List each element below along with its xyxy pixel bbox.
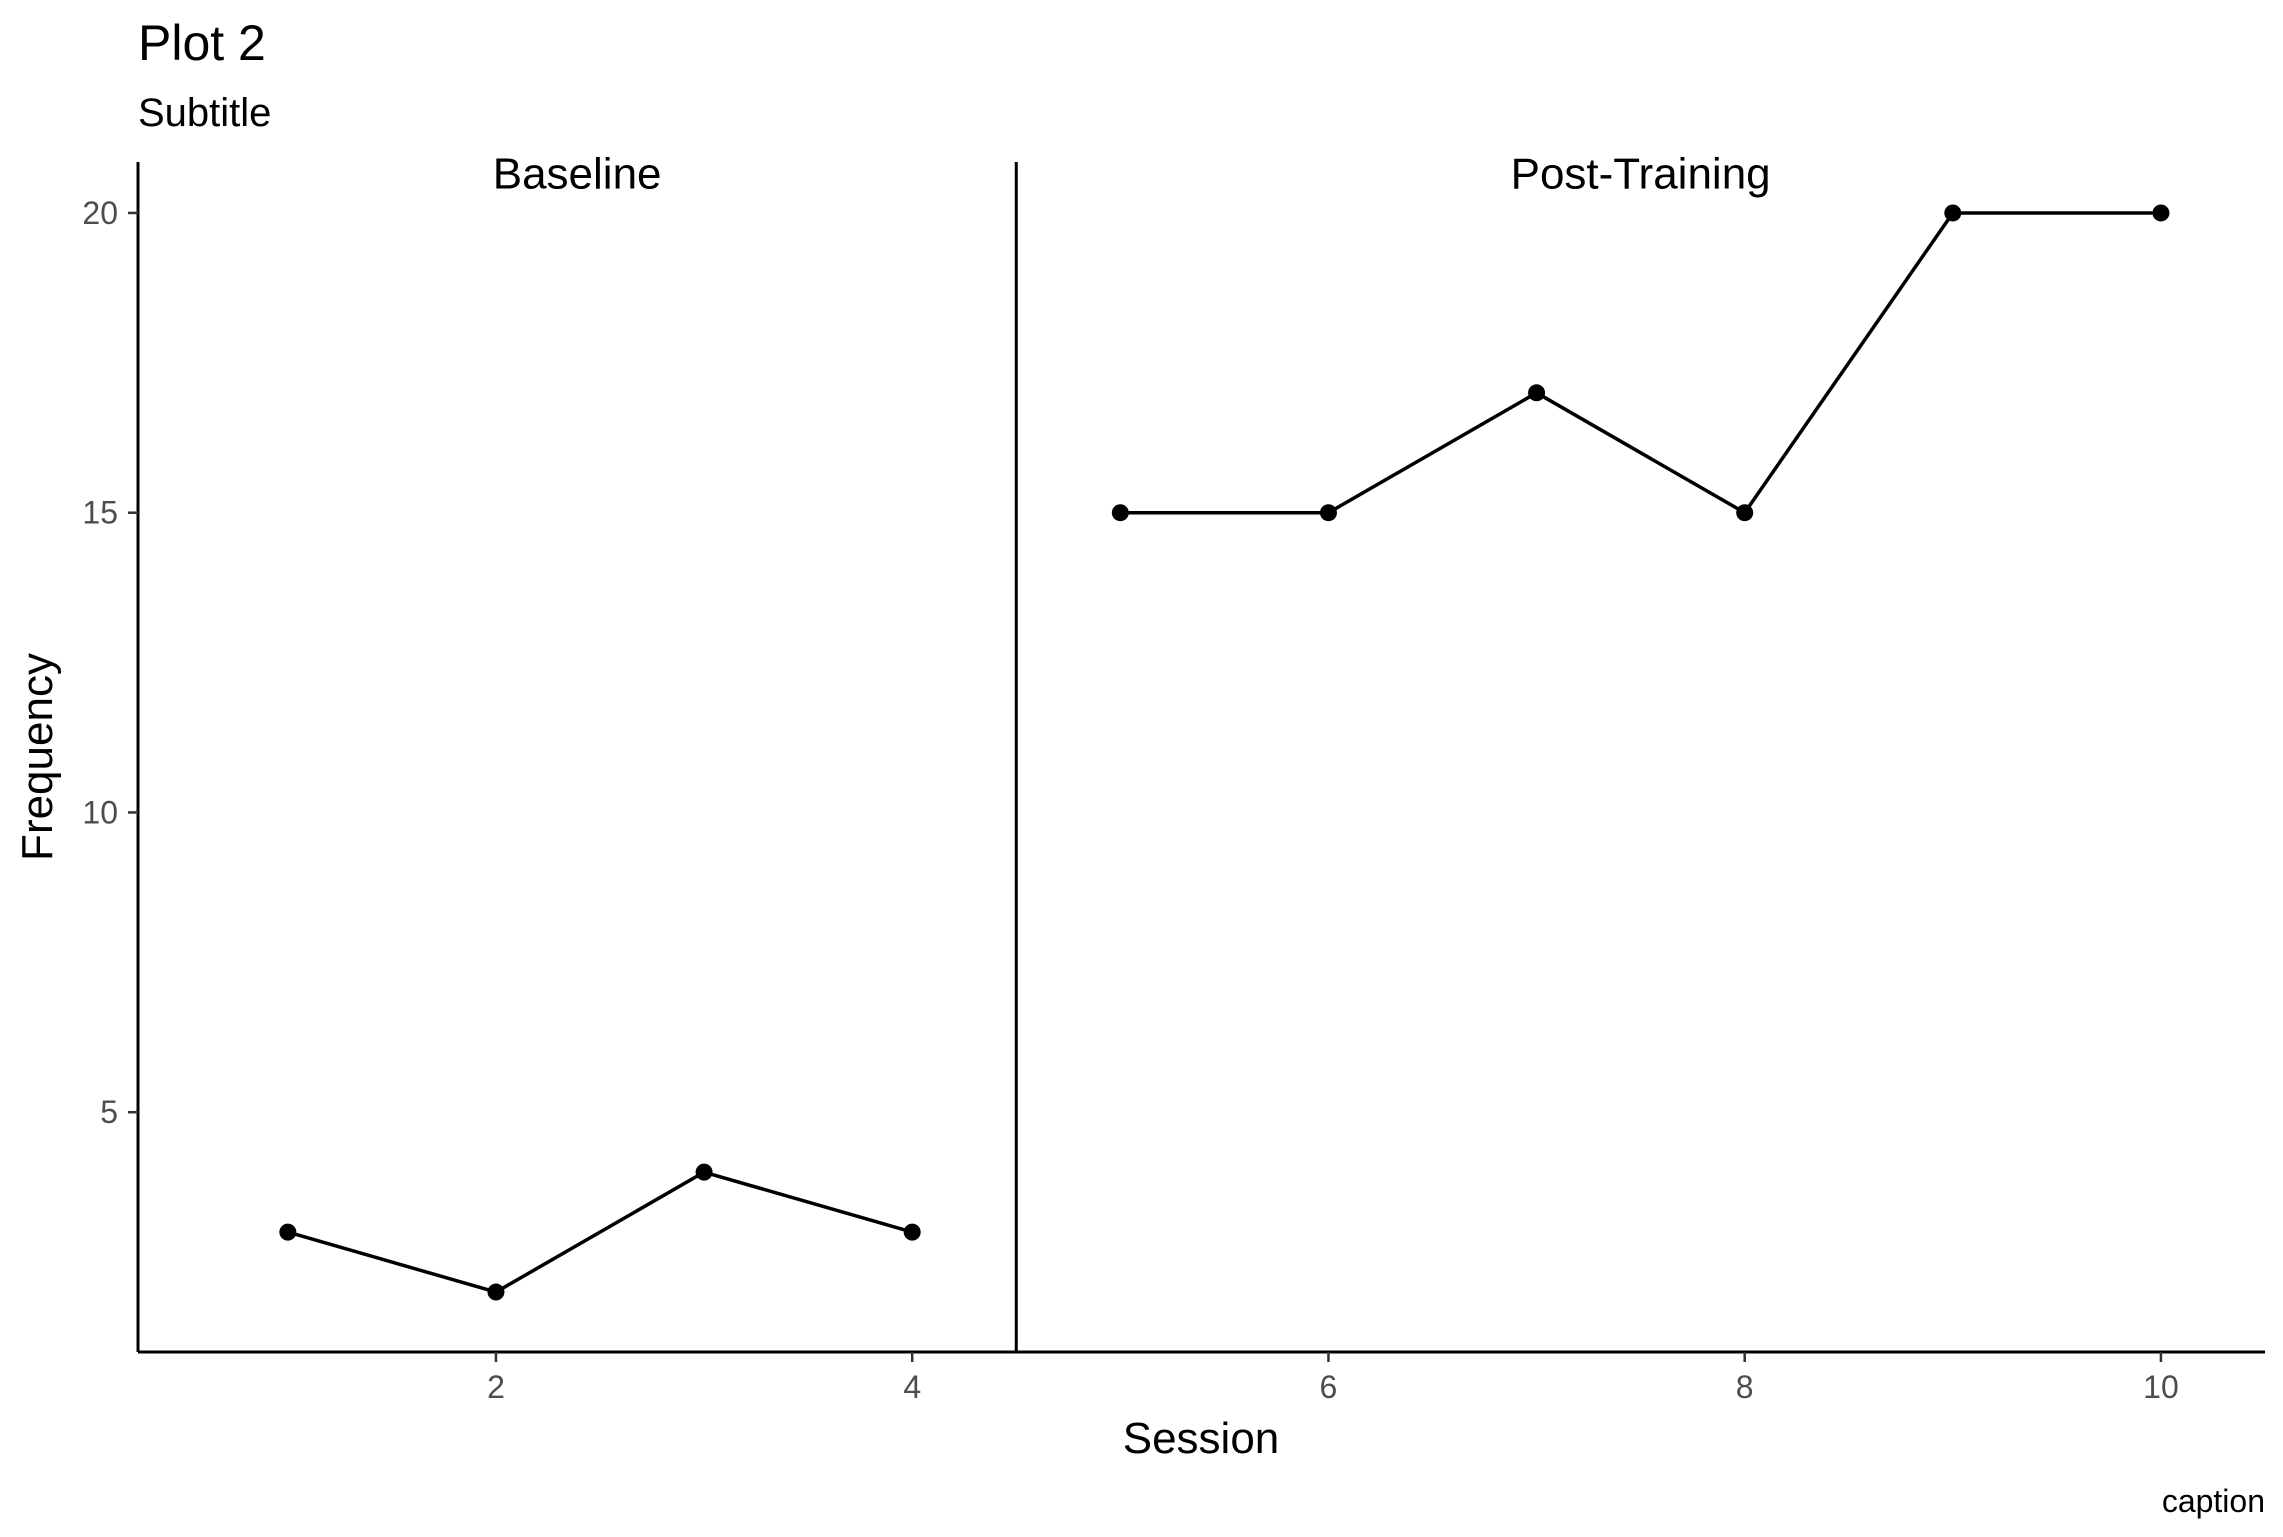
chart-subtitle: Subtitle: [138, 91, 271, 135]
chart-caption: caption: [2162, 1483, 2265, 1519]
x-tick-label: 10: [2143, 1369, 2179, 1405]
x-tick-label: 2: [487, 1369, 505, 1405]
data-point: [903, 1223, 921, 1241]
x-axis-title: Session: [1123, 1414, 1280, 1463]
plot-area: Baseline Post-Training: [279, 150, 2170, 1352]
x-tick-label: 4: [903, 1369, 921, 1405]
y-axis-title: Frequency: [13, 653, 62, 861]
data-point: [1528, 384, 1546, 402]
data-point: [279, 1223, 297, 1241]
data-point: [1319, 504, 1337, 522]
data-point: [695, 1163, 713, 1181]
phase-label: Baseline: [493, 150, 662, 199]
data-point: [2152, 204, 2170, 222]
y-tick-label: 20: [82, 195, 118, 231]
data-point: [1944, 204, 1962, 222]
data-point: [487, 1283, 505, 1301]
series-line: [1120, 211, 2161, 515]
data-point: [1111, 504, 1129, 522]
y-axis-ticks: 5 10 15 20: [82, 195, 138, 1130]
y-tick-label: 5: [100, 1094, 118, 1130]
x-tick-label: 8: [1736, 1369, 1754, 1405]
chart-title: Plot 2: [138, 15, 266, 71]
data-point: [1736, 504, 1754, 522]
y-tick-label: 10: [82, 794, 118, 830]
x-axis-ticks: 2 4 6 8 10: [487, 1352, 2179, 1405]
x-tick-label: 6: [1320, 1369, 1338, 1405]
phase-label: Post-Training: [1511, 150, 1771, 199]
y-tick-label: 15: [82, 495, 118, 531]
series-line: [287, 1170, 913, 1294]
